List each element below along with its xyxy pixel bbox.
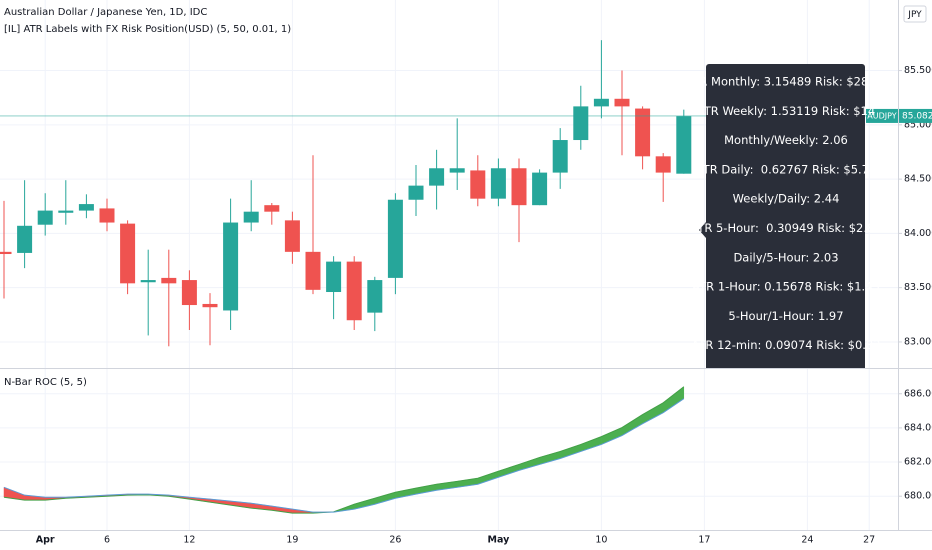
fill-segment bbox=[580, 436, 602, 452]
x-tick-label: 19 bbox=[286, 535, 298, 546]
candle-body bbox=[429, 168, 445, 186]
grid bbox=[0, 0, 898, 530]
y-tick-label: 83.500 bbox=[904, 282, 932, 293]
indicator-line bbox=[3, 398, 685, 513]
tooltip-line: 5-Hour/1-Hour: 1.97 bbox=[728, 309, 843, 323]
x-tick-label: May bbox=[488, 535, 511, 546]
candle-body bbox=[326, 261, 342, 293]
candle-body bbox=[99, 208, 115, 223]
candle-body bbox=[0, 251, 12, 255]
fill-segment bbox=[395, 487, 417, 499]
x-tick-label: 17 bbox=[698, 535, 710, 546]
candle-body bbox=[181, 280, 197, 306]
candle-body bbox=[223, 222, 239, 311]
tooltip-line: Daily/5-Hour: 2.03 bbox=[733, 250, 838, 264]
candle-body bbox=[655, 156, 671, 173]
candle-body bbox=[264, 205, 280, 212]
symbol-label: AUDJPY bbox=[867, 111, 896, 120]
x-tick-label: 24 bbox=[801, 535, 813, 546]
tooltip-line: ATR Daily: 0.62767 Risk: $5.74 bbox=[696, 162, 877, 176]
chart-subtitle: [IL] ATR Labels with FX Risk Position(US… bbox=[4, 24, 291, 35]
candle-body bbox=[532, 172, 548, 206]
candle-body bbox=[593, 98, 609, 107]
candle-body bbox=[490, 168, 506, 199]
tooltip-line: ATR Monthly: 3.15489 Risk: $28.84 bbox=[685, 75, 886, 89]
fill-segment bbox=[601, 427, 623, 445]
candle-body bbox=[367, 280, 383, 313]
indicator-pane bbox=[3, 386, 685, 514]
candle-body bbox=[202, 303, 218, 308]
y-tick-label: 83.000 bbox=[904, 336, 932, 347]
y-tick-label: 85.000 bbox=[904, 119, 932, 130]
candle-body bbox=[305, 251, 321, 290]
fill-segment bbox=[498, 464, 520, 478]
tooltip-pointer bbox=[699, 222, 706, 238]
x-tick-label: 6 bbox=[104, 535, 110, 546]
candle-body bbox=[161, 277, 177, 284]
candle-body bbox=[573, 106, 589, 141]
indicator-title: N-Bar ROC (5, 5) bbox=[4, 377, 87, 388]
y-tick-label: 680.000 bbox=[904, 491, 932, 502]
symbol-tag bbox=[866, 108, 898, 123]
y-tick-label: 84.000 bbox=[904, 228, 932, 239]
tooltip-line: ATR 12-min: 0.09074 Risk: $0.83 bbox=[691, 338, 880, 352]
chart-title: Australian Dollar / Japanese Yen, 1D, ID… bbox=[4, 7, 207, 18]
last-price-tag bbox=[899, 108, 932, 123]
candle-body bbox=[243, 211, 259, 223]
x-tick-label: 26 bbox=[389, 535, 401, 546]
fill-segment bbox=[662, 386, 685, 414]
price-pane bbox=[0, 40, 898, 347]
axes: 83.000 83.500 84.000 84.500 85.000 85.500 Apr 6… bbox=[36, 65, 932, 545]
fill-segment bbox=[477, 470, 499, 485]
candle-body bbox=[17, 225, 33, 253]
candle-body bbox=[614, 98, 630, 107]
candle-body bbox=[78, 204, 94, 211]
fill-segment bbox=[374, 491, 396, 505]
fill-segment bbox=[518, 457, 540, 471]
candle-body bbox=[408, 185, 424, 200]
x-tick-label: 27 bbox=[863, 535, 875, 546]
y-tick-label: 85.500 bbox=[904, 65, 932, 76]
candle-body bbox=[120, 223, 136, 284]
candle-body bbox=[552, 140, 568, 173]
atr-tooltip: ATR Monthly: 3.15489 Risk: $28.84 ATR Wee… bbox=[685, 64, 887, 368]
candle-body bbox=[58, 210, 74, 213]
last-price-label: 85.082 bbox=[902, 111, 932, 121]
y-tick-label: 684.000 bbox=[904, 422, 932, 433]
candle-body bbox=[346, 261, 362, 321]
y-tick-label: 686.000 bbox=[904, 388, 932, 399]
fill-segment bbox=[559, 444, 582, 459]
tooltip-line: ATR 1-Hour: 0.15678 Risk: $1.43 bbox=[692, 280, 880, 294]
candle-body bbox=[387, 199, 403, 278]
candle-body bbox=[449, 168, 465, 173]
indicator-line bbox=[3, 386, 685, 514]
y-tick-label: 84.500 bbox=[904, 174, 932, 185]
tooltip-line: ATR 5-Hour: 0.30949 Risk: $2.83 bbox=[690, 221, 881, 235]
candle-body bbox=[284, 220, 300, 252]
candle-body bbox=[140, 280, 156, 283]
x-tick-label: Apr bbox=[36, 535, 55, 546]
tooltip-line: Monthly/Weekly: 2.06 bbox=[724, 133, 848, 147]
candle-body bbox=[37, 210, 53, 225]
currency-label[interactable]: JPY bbox=[907, 10, 922, 20]
x-tick-label: 12 bbox=[183, 535, 195, 546]
candle-body bbox=[676, 116, 692, 174]
candle-body bbox=[635, 108, 651, 157]
currency-box[interactable] bbox=[903, 5, 927, 23]
y-tick-label: 682.000 bbox=[904, 457, 932, 468]
candle-body bbox=[470, 170, 486, 199]
tooltip-line: Weekly/Daily: 2.44 bbox=[733, 192, 840, 206]
candle-body bbox=[511, 168, 527, 206]
tooltip-line: ATR Weekly: 1.53119 Risk: $14 bbox=[697, 104, 875, 118]
x-tick-label: 10 bbox=[595, 535, 607, 546]
tooltip-box bbox=[706, 64, 865, 368]
